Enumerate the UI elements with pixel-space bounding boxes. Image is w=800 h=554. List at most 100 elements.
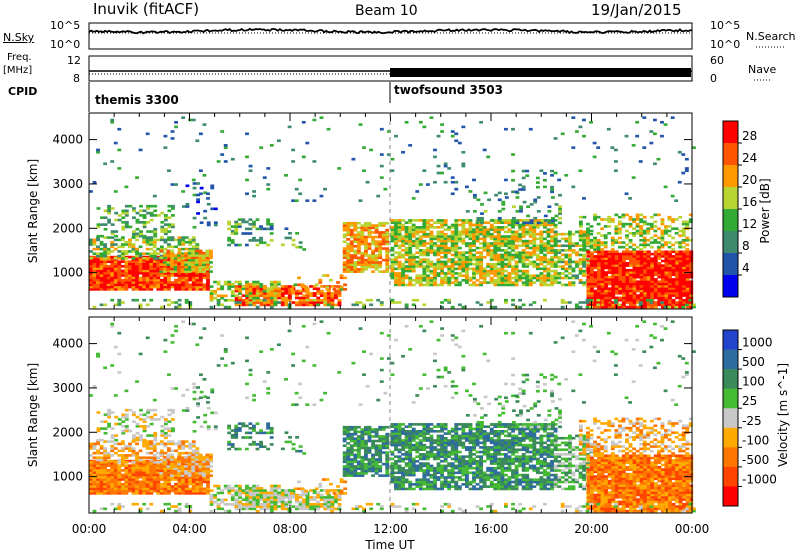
power-cell — [364, 235, 368, 239]
velocity-cell — [113, 442, 118, 446]
power-cell — [401, 265, 405, 268]
power-cell — [371, 242, 375, 246]
velocity-cell — [120, 492, 125, 495]
power-cell — [568, 262, 572, 266]
power-cell — [353, 244, 358, 248]
velocity-cell — [103, 475, 108, 479]
power-cell — [589, 225, 594, 228]
power-cell — [276, 287, 281, 291]
power-cell — [632, 227, 636, 231]
nsky-tick-bottom: 10^0 — [50, 38, 81, 51]
power-cell — [578, 260, 583, 264]
power-cell — [334, 292, 338, 295]
power-cell — [564, 274, 569, 278]
power-cell — [493, 283, 498, 287]
power-cell — [356, 261, 361, 264]
power-cell — [113, 265, 118, 268]
power-cell — [167, 285, 171, 289]
power-cell — [578, 169, 583, 173]
power-cell — [650, 252, 655, 256]
power-cell — [425, 221, 430, 224]
velocity-cell — [135, 462, 139, 465]
power-cell — [429, 283, 434, 287]
velocity-cell — [138, 485, 143, 488]
power-cell — [269, 239, 274, 242]
velocity-cell — [128, 459, 132, 463]
power-cell — [266, 220, 271, 224]
velocity-cell — [170, 489, 175, 493]
power-cell — [461, 267, 466, 271]
power-cell — [343, 283, 348, 287]
power-cell — [422, 269, 427, 273]
power-cell — [149, 252, 154, 256]
power-cell — [454, 221, 459, 224]
power-cell — [632, 259, 637, 263]
power-cell — [367, 256, 372, 260]
power-cell — [103, 288, 108, 291]
velocity-cell — [159, 489, 164, 493]
power-cell — [188, 301, 193, 304]
power-cell — [636, 275, 640, 279]
power-cell — [173, 270, 178, 273]
power-cell — [500, 279, 505, 282]
power-cell — [464, 281, 469, 284]
power-cell — [378, 265, 383, 269]
power-cell — [266, 294, 271, 297]
power-cell — [671, 268, 676, 272]
power-cell — [401, 235, 405, 238]
power-cell — [493, 235, 498, 238]
velocity-cell — [202, 480, 207, 484]
power-cell — [571, 244, 576, 248]
power-cell — [263, 301, 267, 304]
power-cell — [643, 250, 648, 254]
power-cell — [237, 225, 242, 228]
power-cell — [475, 283, 480, 287]
power-cell — [181, 276, 186, 280]
power-cell — [597, 250, 601, 254]
power-cell — [371, 265, 375, 269]
power-cell — [184, 263, 189, 267]
power-cell — [582, 269, 587, 273]
power-cell — [653, 255, 658, 258]
power-cell — [351, 157, 356, 161]
power-cell — [418, 235, 423, 238]
power-cell — [504, 235, 508, 238]
power-cell — [604, 305, 609, 309]
power-cell — [199, 186, 204, 190]
power-cell — [682, 264, 687, 267]
power-cell — [685, 301, 690, 304]
power-cell — [461, 265, 466, 268]
velocity-cell — [156, 475, 161, 479]
velocity-cell — [113, 475, 118, 479]
power-cell — [496, 283, 501, 287]
power-cell — [597, 301, 601, 304]
power-cell — [625, 294, 630, 297]
power-cell — [429, 272, 434, 275]
power-cell — [196, 198, 200, 201]
power-cell — [586, 280, 591, 284]
velocity-cell — [135, 478, 139, 481]
velocity-cell — [142, 485, 147, 488]
velocity-cell — [110, 478, 115, 481]
power-cell — [425, 265, 430, 268]
power-cell — [681, 229, 686, 233]
power-cell — [138, 258, 143, 261]
velocity-cell — [206, 489, 210, 493]
power-cell — [169, 251, 174, 255]
power-cell — [142, 221, 147, 224]
power-cell — [600, 218, 605, 221]
power-cell — [203, 191, 208, 195]
power-cell — [660, 252, 665, 256]
power-cell — [188, 305, 193, 309]
power-cell — [367, 228, 372, 232]
power-cell — [635, 134, 640, 138]
velocity-cell — [92, 485, 97, 488]
velocity-cell — [160, 415, 165, 419]
power-cell — [454, 253, 459, 257]
power-cell — [167, 298, 171, 302]
velocity-cell — [138, 480, 143, 484]
power-cell — [171, 225, 175, 229]
power-cell — [678, 234, 683, 237]
power-cell — [177, 260, 182, 264]
power-cell — [611, 285, 616, 288]
